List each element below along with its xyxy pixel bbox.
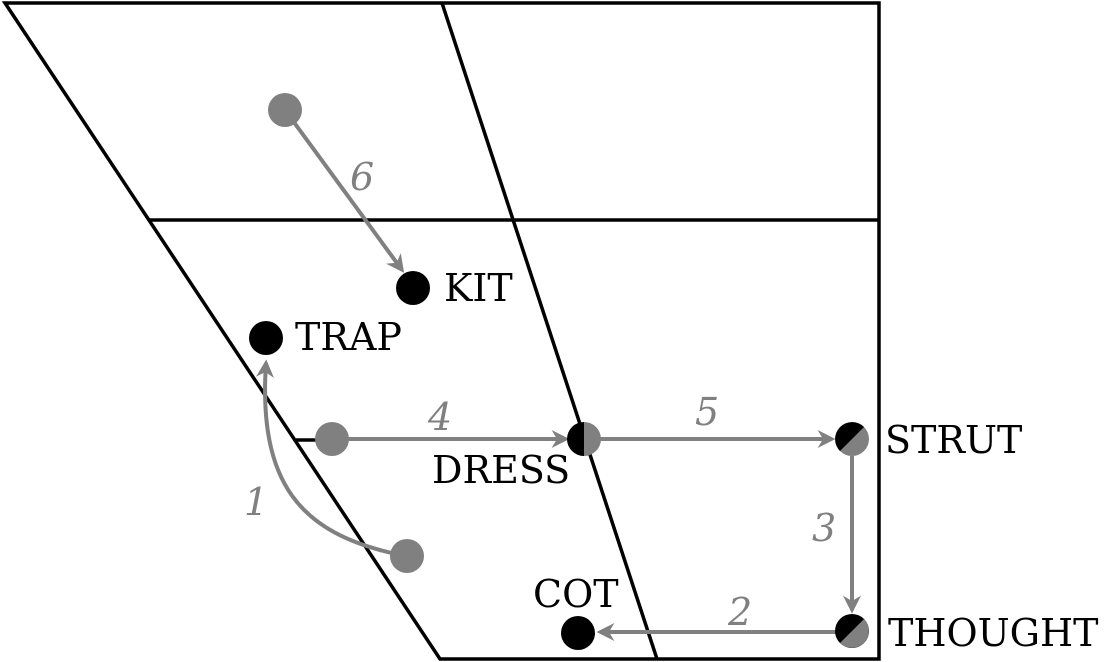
step-labels: 1 2 3 4 5 6	[244, 155, 836, 634]
trap-label: TRAP	[295, 315, 402, 359]
step-label-4: 4	[427, 395, 452, 439]
front-central-divider	[440, 2, 659, 660]
dress-label: DRESS	[432, 448, 570, 492]
shift-arrow-1	[256, 359, 397, 556]
step-label-3: 3	[812, 506, 836, 550]
kit-point	[396, 271, 430, 305]
cot-label: COT	[533, 572, 619, 616]
strut-point	[835, 422, 869, 456]
step-label-6: 6	[350, 155, 374, 199]
shift-arrow-6	[283, 108, 405, 273]
vowel-quadrilateral	[1, 1, 881, 661]
thought-label: THOUGHT	[888, 611, 1099, 655]
origin-point-1	[390, 539, 424, 573]
origin-point-6	[268, 93, 302, 127]
origin-points	[268, 93, 424, 573]
vowel-labels: KIT TRAP DRESS STRUT COT THOUGHT	[295, 266, 1099, 655]
thought-point	[835, 614, 869, 648]
dress-point	[567, 422, 601, 456]
cot-point	[561, 616, 595, 650]
trap-point	[249, 321, 283, 355]
step-label-2: 2	[727, 590, 752, 634]
kit-label: KIT	[444, 266, 513, 310]
step-label-5: 5	[695, 390, 719, 434]
step-label-1: 1	[244, 480, 268, 524]
strut-label: STRUT	[885, 418, 1022, 462]
shift-arrows	[256, 108, 861, 641]
origin-point-4	[315, 422, 349, 456]
vowel-points	[249, 271, 869, 650]
quadrilateral-outline	[1, 1, 881, 661]
